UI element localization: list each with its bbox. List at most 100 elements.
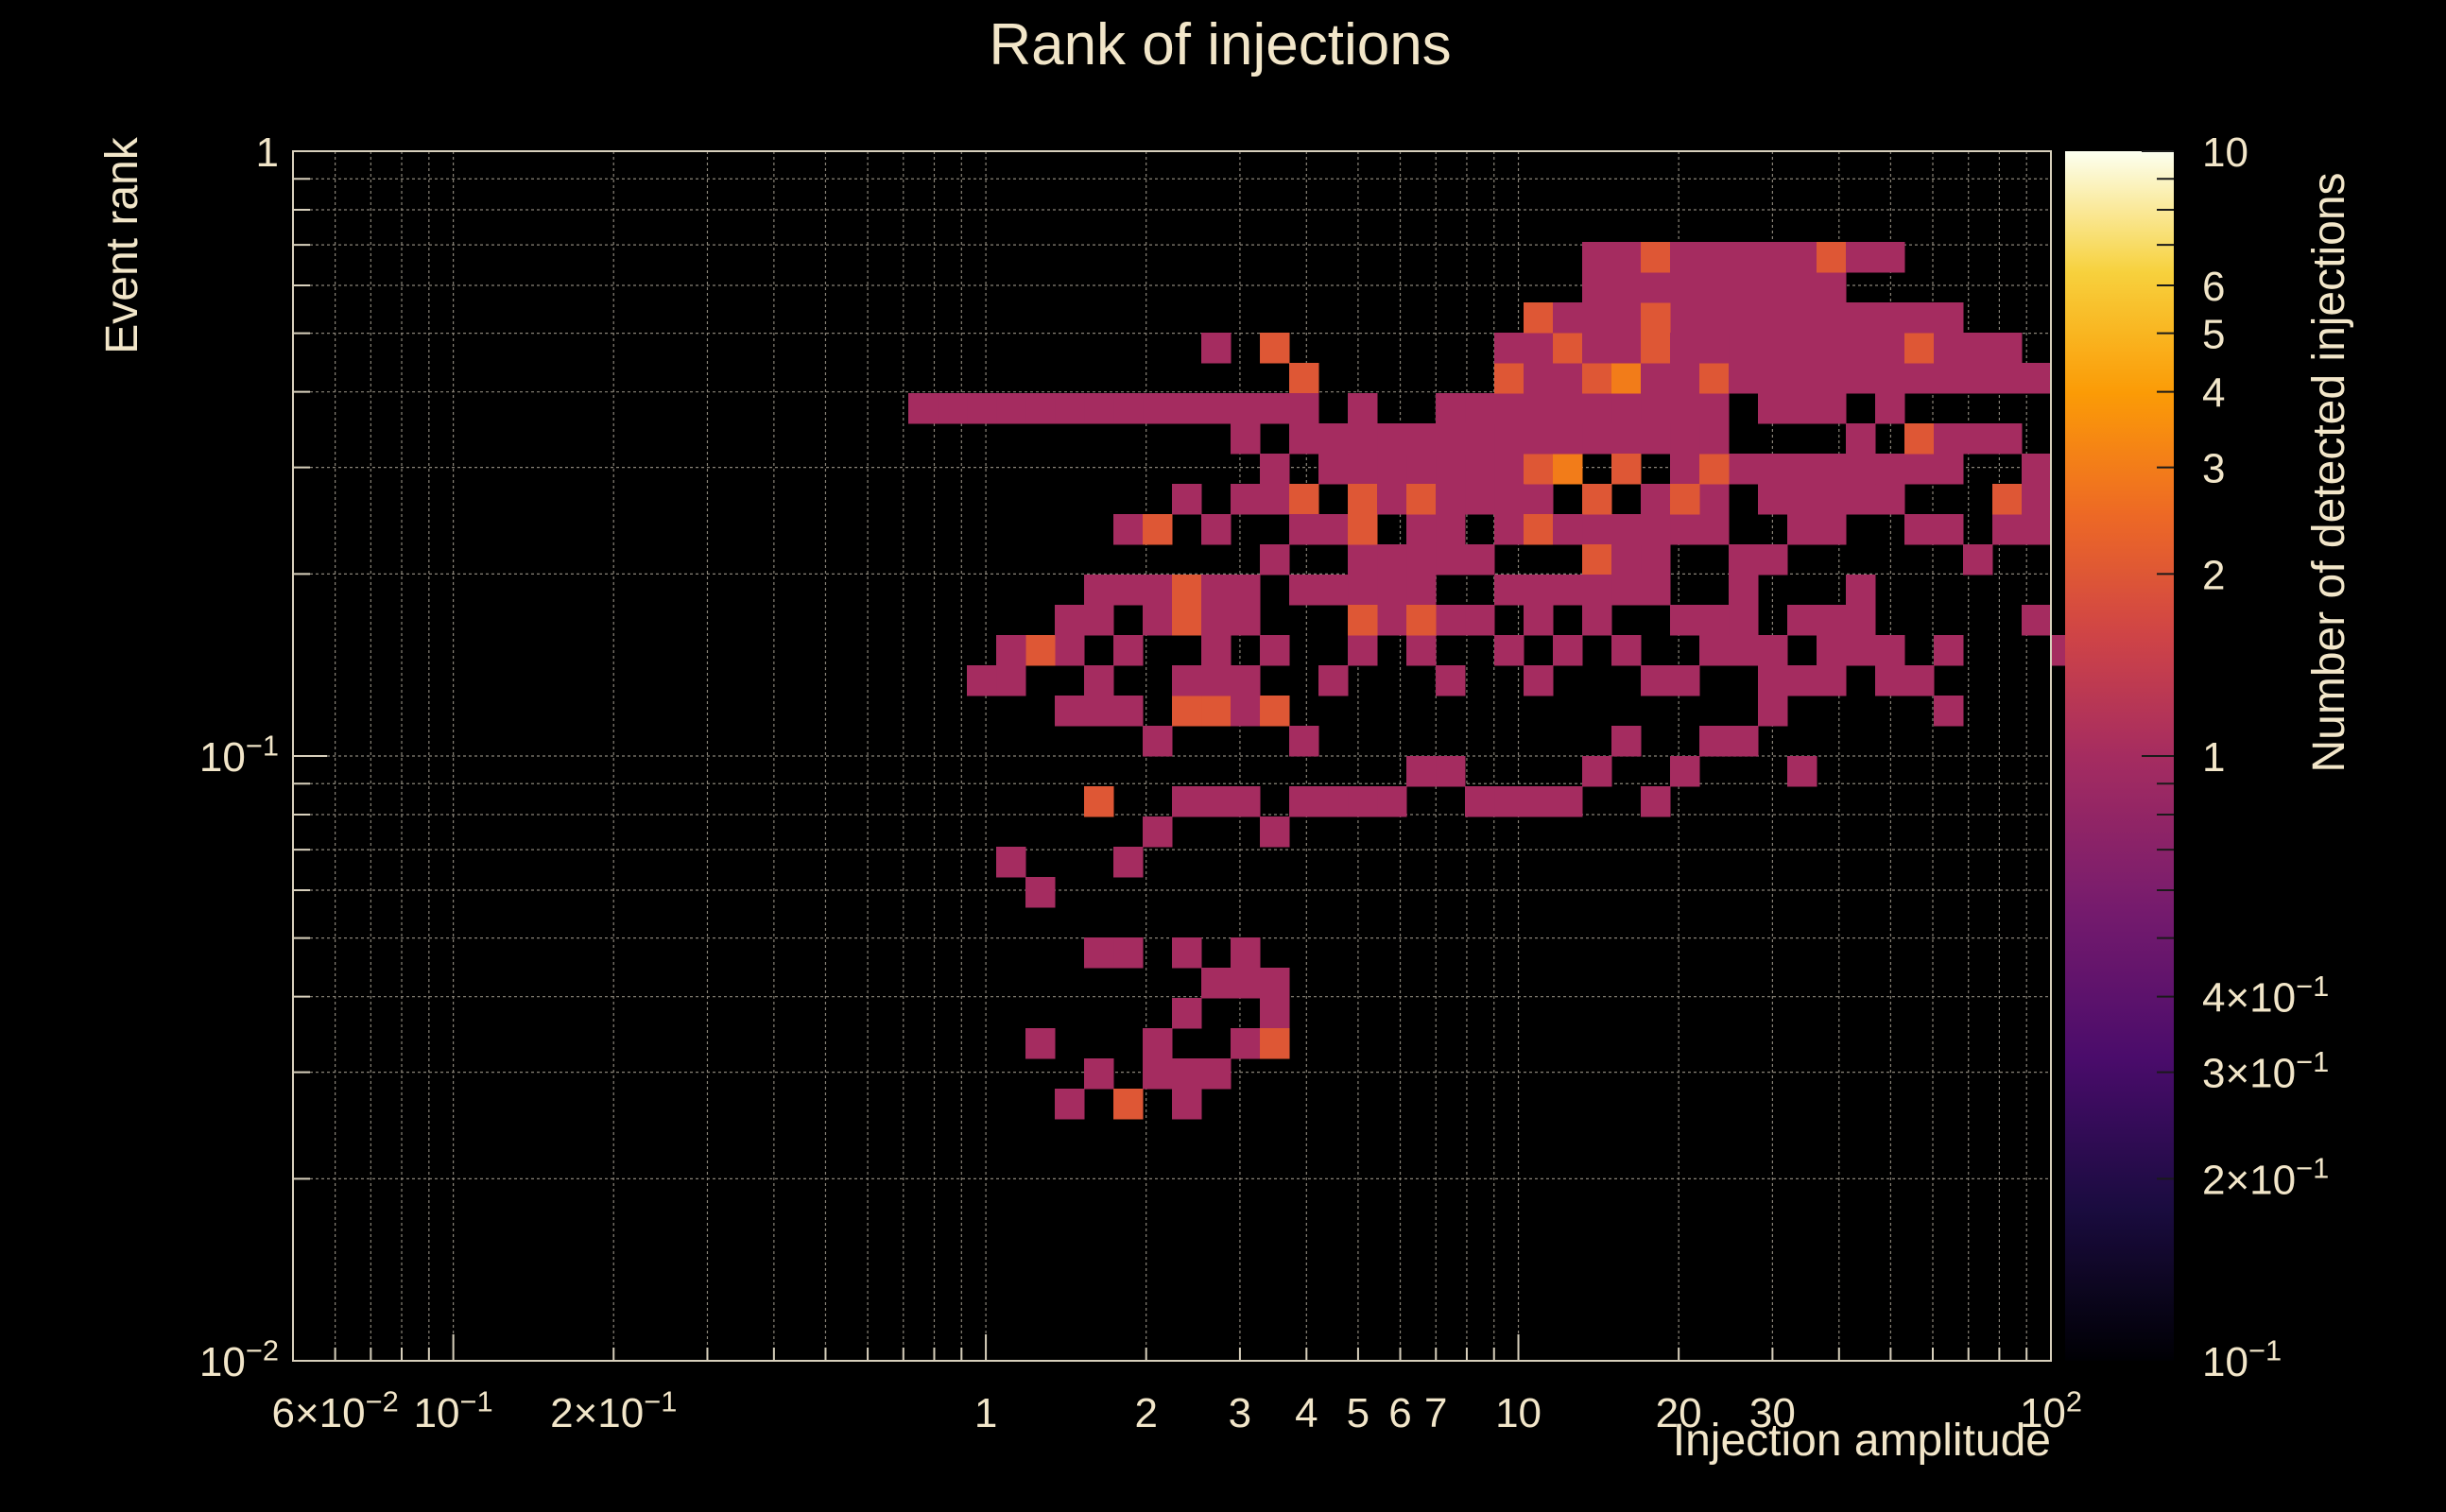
heatmap-cell — [1231, 484, 1261, 515]
tick-exponent: 2 — [2066, 1384, 2082, 1418]
heatmap-cell — [1172, 1058, 1202, 1090]
heatmap-cell — [1348, 544, 1378, 576]
heatmap-cell — [1846, 454, 1876, 485]
heatmap-cell — [1084, 665, 1114, 696]
heatmap-cell — [1348, 786, 1378, 817]
heatmap-cell — [1025, 1028, 1056, 1059]
heatmap-cell — [1289, 484, 1319, 515]
heatmap-cell — [1992, 363, 2023, 394]
heatmap-cell — [1992, 333, 2023, 364]
heatmap-cell — [1231, 1028, 1261, 1059]
heatmap-cell — [1758, 696, 1788, 727]
heatmap-cell — [1641, 333, 1671, 364]
heatmap-cell — [1670, 484, 1700, 515]
heatmap-cell — [1582, 333, 1612, 364]
heatmap-cell — [1611, 302, 1642, 334]
heatmap-cell — [1758, 665, 1788, 696]
heatmap-cell — [1875, 363, 1905, 394]
colorbar: 10−1 2×10−1 3×10−1 4×10−1 1 2 3 4 56 10 — [2065, 129, 2329, 1385]
heatmap-cell — [1436, 484, 1466, 515]
y-axis-label: Event rank — [97, 136, 147, 353]
heatmap-cell — [1758, 393, 1788, 424]
heatmap-cell — [1846, 302, 1876, 334]
heatmap-cell — [1729, 726, 1759, 757]
colorbar-tick-label: 4 — [2202, 370, 2225, 417]
heatmap-cell — [1172, 605, 1202, 636]
heatmap-cell — [1377, 575, 1407, 606]
tick-exponent: −1 — [644, 1384, 677, 1418]
heatmap-cell — [1084, 605, 1114, 636]
heatmap-cell — [1524, 393, 1554, 424]
heatmap-cell — [1289, 786, 1319, 817]
heatmap-cell — [1846, 363, 1876, 394]
heatmap-cell — [1406, 514, 1437, 545]
heatmap-cell — [1699, 333, 1730, 364]
heatmap-cell — [1436, 423, 1466, 455]
heatmap-cell — [1231, 605, 1261, 636]
heatmap-cell — [1699, 635, 1730, 666]
heatmap-cell — [1377, 484, 1407, 515]
heatmap-cell — [1172, 696, 1202, 727]
heatmap-cell — [1875, 665, 1905, 696]
heatmap-cell — [1172, 998, 1202, 1029]
heatmap-cell — [1055, 1089, 1085, 1120]
heatmap-cell — [1318, 665, 1349, 696]
heatmap-cell — [1641, 242, 1671, 273]
heatmap-cell — [1963, 423, 1993, 455]
colorbar-tick-label: 3×10−1 — [2202, 1045, 2329, 1097]
heatmap-cell — [1055, 635, 1085, 666]
heatmap-cell — [1641, 514, 1671, 545]
heatmap-cell — [1934, 302, 1964, 334]
heatmap-cell — [1260, 635, 1290, 666]
heatmap-cell — [1817, 393, 1847, 424]
heatmap-cell — [1641, 665, 1671, 696]
heatmap-cell — [1494, 786, 1524, 817]
heatmap-cell — [1553, 786, 1583, 817]
heatmap-cell — [1641, 484, 1671, 515]
heatmap-cell — [1787, 514, 1817, 545]
x-tick-label: 7 — [1424, 1390, 1447, 1436]
heatmap-cell — [1729, 272, 1759, 303]
heatmap-cell — [1524, 786, 1554, 817]
heatmap-cell — [1172, 1089, 1202, 1120]
heatmap-cell — [1992, 514, 2023, 545]
heatmap-cell — [1406, 454, 1437, 485]
heatmap-cell — [1611, 635, 1642, 666]
heatmap-cell — [1582, 242, 1612, 273]
heatmap-cell — [1260, 454, 1290, 485]
heatmap-cell — [1582, 272, 1612, 303]
heatmap-cell — [1084, 575, 1114, 606]
heatmap-cell — [1113, 937, 1144, 969]
heatmap-cell — [1963, 363, 1993, 394]
colorbar-tick-label: 2×10−1 — [2202, 1152, 2329, 1204]
heatmap-cell — [967, 393, 997, 424]
heatmap-cell — [1670, 605, 1700, 636]
heatmap-cell — [1641, 575, 1671, 606]
heatmap-cell — [1348, 635, 1378, 666]
heatmap-cell — [1113, 393, 1144, 424]
heatmap-cell — [1524, 302, 1554, 334]
heatmap-cell — [1231, 696, 1261, 727]
heatmap-cell — [2022, 514, 2052, 545]
heatmap-cell — [1055, 696, 1085, 727]
heatmap-cell — [1699, 484, 1730, 515]
heatmap-cell — [1699, 454, 1730, 485]
heatmap-cell — [1699, 423, 1730, 455]
heatmap-cell — [1260, 696, 1290, 727]
heatmap-cell — [1934, 333, 1964, 364]
heatmap-cell — [1787, 242, 1817, 273]
heatmap-cell — [1875, 333, 1905, 364]
heatmap-cell — [1875, 484, 1905, 515]
heatmap-cell — [1904, 514, 1935, 545]
heatmap-cell — [1670, 665, 1700, 696]
heatmap-cell — [1201, 635, 1232, 666]
heatmap-cell — [1231, 423, 1261, 455]
y-tick-label: 10−2 — [199, 1333, 279, 1385]
heatmap-cell — [1143, 393, 1173, 424]
heatmap-cell — [1846, 242, 1876, 273]
heatmap-cell — [1934, 423, 1964, 455]
heatmap-cell — [938, 393, 968, 424]
heatmap-cell — [1436, 393, 1466, 424]
heatmap-cell — [1406, 756, 1437, 787]
heatmap-cell — [1904, 454, 1935, 485]
